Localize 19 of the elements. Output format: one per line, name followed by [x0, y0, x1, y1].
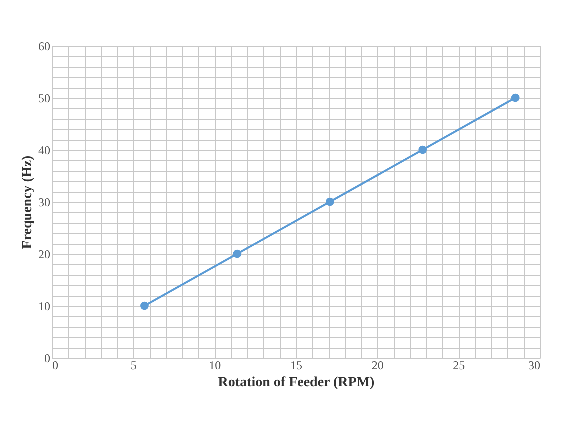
- y-tick-label: 10: [38, 300, 50, 314]
- x-tick-label: 30: [528, 358, 540, 372]
- x-tick-label: 25: [453, 358, 466, 372]
- x-tick-label: 15: [290, 358, 302, 372]
- y-tick-label: 60: [38, 40, 50, 54]
- x-tick-label: 5: [130, 358, 137, 372]
- point: [418, 146, 428, 154]
- point: [233, 250, 242, 258]
- y-tick-label: 30: [38, 196, 50, 210]
- x-tick-label: 20: [372, 358, 384, 372]
- y-tick-label: 50: [38, 92, 50, 106]
- y-axis-title: Frequency (Hz): [20, 155, 36, 250]
- x-tick-label: 10: [209, 358, 222, 372]
- y-tick-label: 20: [38, 248, 50, 262]
- y-tick-label: 40: [38, 144, 50, 158]
- point: [140, 302, 149, 310]
- point: [326, 198, 334, 206]
- point: [511, 94, 520, 102]
- x-axis-title: Rotation of Feeder (RPM): [218, 376, 376, 390]
